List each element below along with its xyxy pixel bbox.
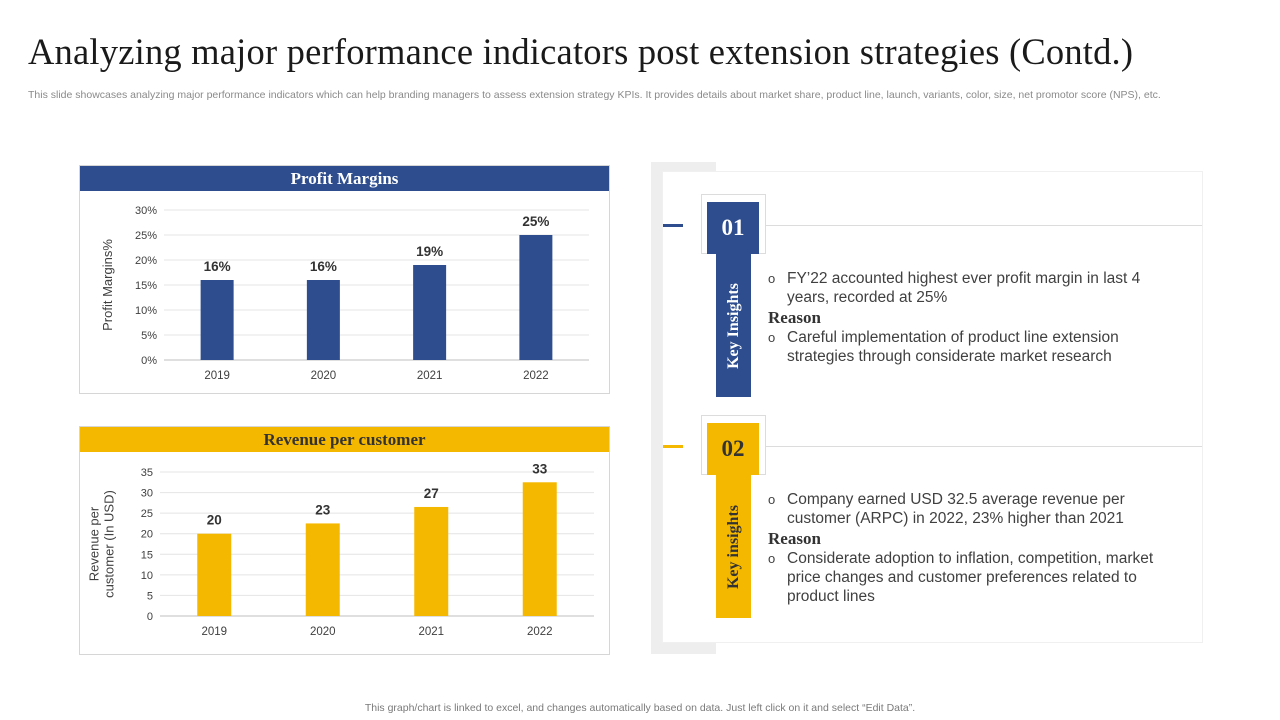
accent-line: [663, 445, 683, 448]
x-tick-label: 2021: [418, 626, 444, 638]
reason-heading: Reason: [768, 308, 821, 327]
y-tick-label: 0: [147, 611, 153, 623]
reason-text: o Considerate adoption to inflation, comp…: [768, 550, 1154, 605]
y-tick-label: 25%: [135, 230, 157, 242]
data-label: 16%: [204, 259, 231, 274]
page-title: Analyzing major performance indicators p…: [28, 31, 1134, 72]
insight-block: o FY’22 accounted highest ever profit mar…: [768, 269, 1178, 366]
bar: [200, 280, 234, 360]
data-label: 23: [315, 502, 331, 517]
bar: [306, 280, 340, 360]
key-insights-bar: Key insights: [716, 475, 751, 618]
y-tick-label: 20: [141, 529, 153, 541]
divider: [766, 225, 1202, 226]
chart-title: Revenue per customer: [80, 427, 609, 452]
y-tick-label: 35: [141, 467, 153, 479]
y-axis-label: customer (In USD): [102, 490, 117, 598]
y-axis-label: Profit Margins%: [100, 239, 115, 331]
y-tick-label: 25: [141, 508, 153, 520]
data-label: 19%: [416, 244, 443, 259]
data-label: 20: [207, 513, 222, 528]
reason-heading: Reason: [768, 529, 821, 548]
revenue-per-customer-plot: 0 5 10 15 20 25 30 35 20 2019 23 2020 27 2021 33 2022 Re…: [87, 461, 594, 638]
data-label: 25%: [522, 214, 549, 229]
x-tick-label: 2019: [204, 370, 230, 382]
x-tick-label: 2022: [523, 370, 549, 382]
profit-margins-chart[interactable]: Profit Margins 0% 5% 10% 15% 20% 25% 30% 16% 201…: [79, 165, 610, 394]
x-tick-label: 2020: [310, 626, 336, 638]
key-insights-label: Key insights: [724, 504, 742, 589]
insight-point: o FY’22 accounted highest ever profit mar…: [768, 270, 1141, 306]
y-tick-label: 10: [141, 570, 153, 582]
x-tick-label: 2019: [201, 626, 227, 638]
y-tick-label: 5%: [141, 330, 157, 342]
divider: [766, 446, 1202, 447]
insight-number: 02: [707, 423, 759, 475]
insight-block: o Company earned USD 32.5 average revenue…: [768, 490, 1178, 606]
y-tick-label: 5: [147, 590, 153, 602]
chart-title: Profit Margins: [80, 166, 609, 191]
y-tick-label: 0%: [141, 355, 157, 367]
accent-line: [663, 224, 683, 227]
data-label: 27: [424, 486, 439, 501]
profit-margins-plot: 0% 5% 10% 15% 20% 25% 30% 16% 2019 16% 2020 19% 2021…: [100, 205, 589, 382]
key-insights-bar: Key Insights: [716, 254, 751, 397]
bar: [522, 482, 557, 616]
footer-note: This graph/chart is linked to excel, and…: [364, 702, 916, 714]
data-label: 33: [532, 461, 548, 476]
y-tick-label: 15%: [135, 280, 157, 292]
bar: [305, 523, 340, 616]
x-tick-label: 2021: [417, 370, 443, 382]
insight-number: 01: [707, 202, 759, 254]
page-subtitle: This slide showcases analyzing major per…: [28, 89, 1161, 101]
y-tick-label: 10%: [135, 305, 157, 317]
bar: [197, 533, 232, 616]
y-tick-label: 20%: [135, 255, 157, 267]
y-tick-label: 30: [141, 488, 153, 500]
bar: [519, 235, 553, 360]
key-insights-label: Key Insights: [724, 282, 742, 369]
y-axis-label: Revenue per: [87, 506, 102, 581]
revenue-per-customer-chart[interactable]: Revenue per customer 0 5 10 15 20 25 30 35 20 201…: [79, 426, 610, 655]
x-tick-label: 2020: [311, 370, 337, 382]
y-tick-label: 15: [141, 549, 153, 561]
data-label: 16%: [310, 259, 337, 274]
bar: [413, 265, 447, 360]
bar: [414, 506, 449, 616]
reason-text: o Careful implementation of product line …: [768, 329, 1119, 365]
x-tick-label: 2022: [527, 626, 553, 638]
insight-point: o Company earned USD 32.5 average revenue…: [768, 491, 1125, 527]
y-tick-label: 30%: [135, 205, 157, 217]
